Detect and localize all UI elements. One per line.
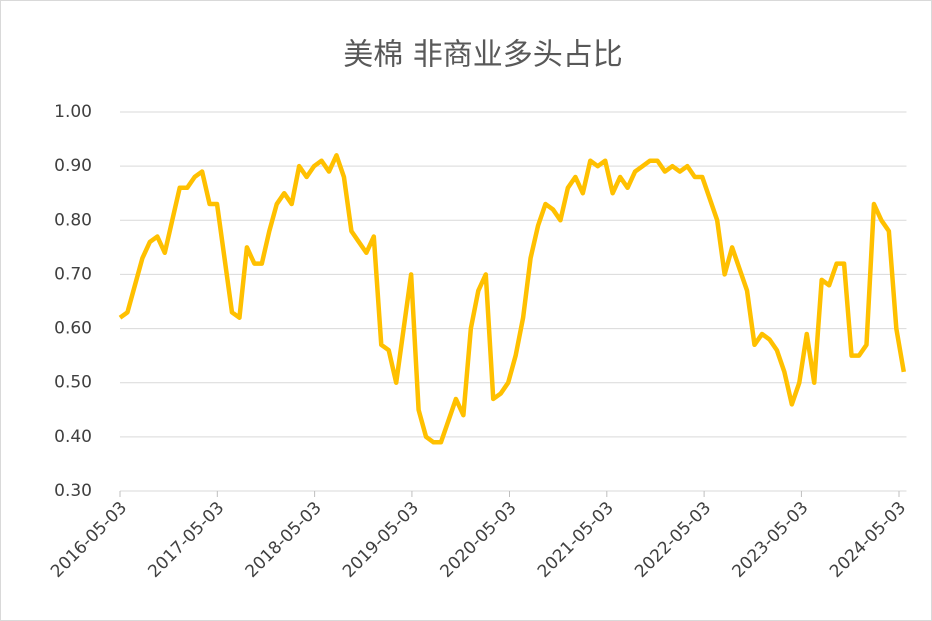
y-tick-label: 0.80 [54,210,92,230]
y-tick-label: 0.70 [54,264,92,284]
y-tick-label: 1.00 [54,102,92,122]
series-line [118,153,907,445]
y-tick-label: 0.60 [54,319,92,339]
y-tick-label: 0.50 [54,373,92,393]
y-tick-label: 0.90 [54,156,92,176]
y-tick-label: 0.30 [54,481,92,501]
y-tick-label: 0.40 [54,427,92,447]
chart-title: 美棉 非商业多头占比 [343,38,623,73]
